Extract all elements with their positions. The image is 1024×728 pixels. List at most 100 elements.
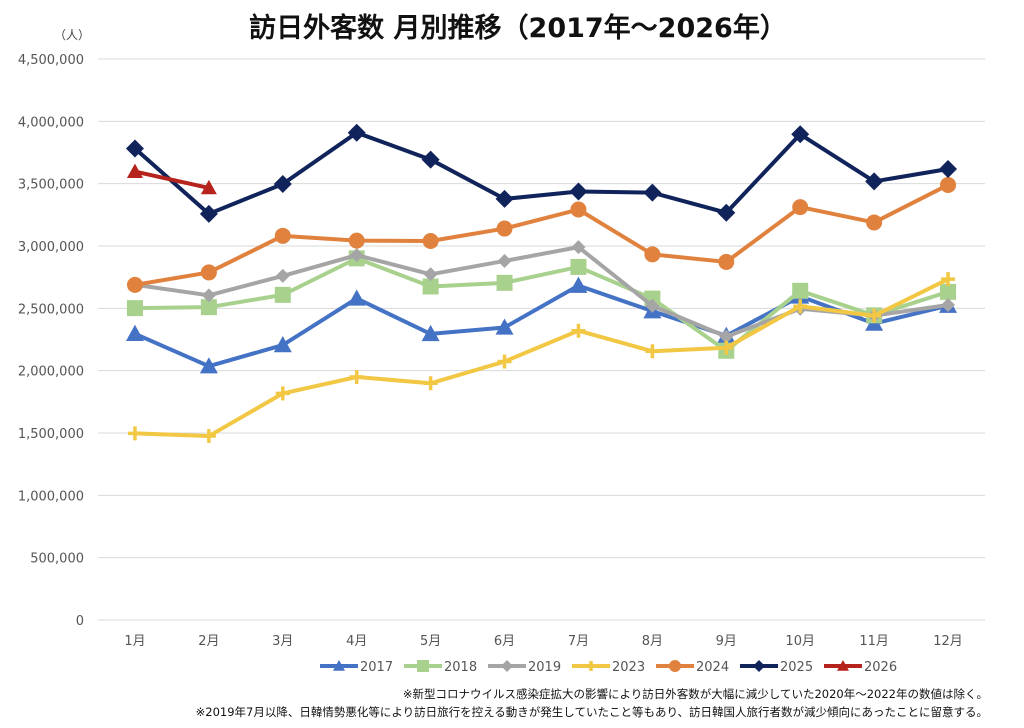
data-point-2019 [719,329,734,344]
legend-label-2019: 2019 [528,660,561,675]
data-point-2019 [571,240,586,255]
x-tick-label: 11月 [859,634,889,649]
legend-marker-2026 [837,660,849,671]
data-point-2024 [126,276,143,293]
x-tick-label: 3月 [272,634,293,649]
data-point-2024 [200,264,217,281]
x-tick-label: 9月 [716,634,737,649]
legend-marker-2025 [753,660,765,672]
data-point-2025 [347,123,366,142]
y-tick-label: 0 [76,614,84,629]
data-point-2025 [569,182,588,201]
data-point-2024 [496,220,513,237]
legend-label-2017: 2017 [360,660,393,675]
data-point-2024 [718,253,735,270]
data-point-2024 [940,176,957,193]
series-line-2026 [134,169,210,190]
data-point-2018 [792,282,809,299]
x-tick-label: 12月 [933,634,963,649]
legend-label-2023: 2023 [612,660,645,675]
data-point-2025 [865,172,884,191]
data-point-2017 [347,289,366,306]
data-point-2019 [423,267,438,282]
legend-marker-2017 [333,660,345,671]
data-point-2023 [497,354,512,369]
data-point-2017 [125,324,144,342]
data-point-2017 [495,318,514,335]
data-point-2025 [717,203,736,222]
legend-marker-2019 [501,660,513,672]
data-point-2019 [645,298,660,313]
legend-marker-2024 [669,660,681,672]
data-point-2018 [200,299,217,316]
y-tick-label: 4,000,000 [18,115,84,130]
y-tick-label: 1,000,000 [18,489,84,504]
data-point-2025 [273,174,292,193]
y-tick-label: 1,500,000 [18,427,84,442]
data-point-2023 [127,426,142,441]
legend-label-2024: 2024 [696,660,729,675]
data-point-2023 [201,429,216,444]
data-point-2023 [275,386,290,401]
data-point-2023 [571,323,586,338]
data-point-2024 [274,227,291,244]
data-point-2023 [719,340,734,355]
data-point-2023 [349,370,364,385]
data-point-2026 [126,163,143,178]
data-point-2024 [422,233,439,250]
y-tick-label: 4,500,000 [18,53,84,68]
chart-title: 訪日外客数 月別推移（2017年～2026年） [249,13,787,44]
data-point-2025 [791,125,810,144]
y-tick-label: 3,000,000 [18,240,84,255]
y-tick-label: 2,000,000 [18,365,84,380]
x-tick-label: 2月 [198,634,219,649]
x-tick-label: 5月 [420,634,441,649]
y-axis-unit: （人） [54,28,91,42]
x-tick-label: 10月 [785,634,815,649]
y-tick-label: 3,500,000 [18,178,84,193]
legend-marker-2018 [417,660,429,672]
data-point-2018 [422,278,439,295]
data-point-2023 [941,272,956,287]
data-point-2025 [643,183,662,202]
data-point-2024 [792,199,809,216]
data-point-2023 [793,299,808,314]
series-line-2019 [134,245,949,339]
data-point-2019 [275,268,290,283]
data-point-2023 [645,344,660,359]
series-line-2018 [134,256,949,353]
x-tick-label: 7月 [568,634,589,649]
y-tick-label: 2,500,000 [18,302,84,317]
data-point-2017 [569,276,588,293]
legend-marker-2023 [586,661,596,671]
data-point-2023 [867,308,882,323]
data-point-2024 [644,246,661,263]
data-point-2023 [423,376,438,391]
data-point-2025 [199,204,218,223]
footnote-covid: ※新型コロナウイルス感染症拡大の影響により訪日外客数が大幅に減少していた2020… [402,687,988,701]
data-point-2018 [940,283,957,300]
series-line-2017 [134,283,949,369]
data-point-2017 [421,324,440,342]
y-tick-label: 500,000 [30,552,84,567]
data-point-2017 [273,336,292,353]
data-point-2019 [941,298,956,313]
data-point-2025 [939,159,958,178]
data-point-2024 [348,232,365,249]
series-line-2024 [134,183,949,287]
data-point-2024 [866,214,883,231]
series-line-2023 [134,277,949,439]
x-tick-label: 8月 [642,634,663,649]
data-point-2019 [201,288,216,303]
legend-label-2025: 2025 [780,660,813,675]
series-line-2025 [133,130,949,216]
data-point-2018 [496,274,513,291]
data-point-2018 [274,286,291,303]
data-point-2017 [199,357,218,374]
data-point-2018 [126,300,143,317]
legend-label-2018: 2018 [444,660,477,675]
legend-label-2026: 2026 [864,660,897,675]
data-point-2025 [495,189,514,208]
data-point-2019 [349,248,364,263]
